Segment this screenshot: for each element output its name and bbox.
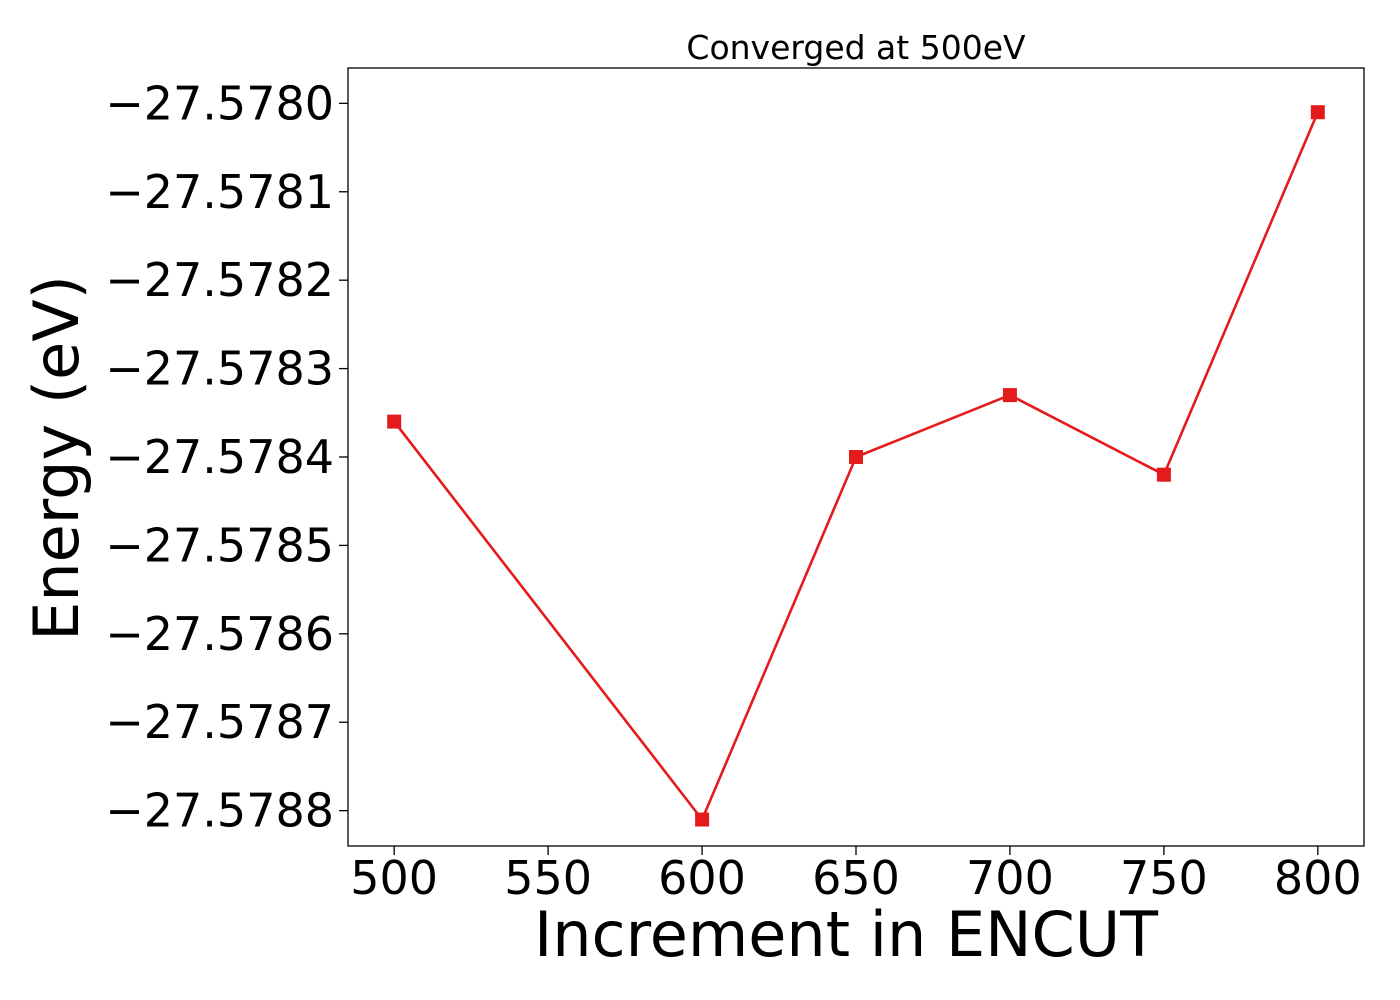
y-tick-label: −27.5788	[105, 784, 334, 838]
data-point-marker	[695, 812, 710, 827]
x-tick-label: 750	[1120, 851, 1208, 905]
y-tick-label: −27.5781	[105, 165, 334, 219]
y-tick-label: −27.5782	[105, 253, 334, 307]
x-tick-label: 650	[812, 851, 900, 905]
y-tick-label: −27.5783	[105, 342, 334, 396]
x-tick-label: 500	[350, 851, 438, 905]
y-tick-label: −27.5784	[105, 430, 334, 484]
y-tick-label: −27.5786	[105, 607, 334, 661]
x-tick-label: 600	[658, 851, 746, 905]
chart-title: Converged at 500eV	[686, 28, 1026, 67]
y-axis: −27.5780 −27.5781 −27.5782 −27.5783 −27.5784…	[105, 76, 348, 838]
data-point-marker	[1002, 388, 1017, 403]
data-point-marker	[387, 414, 402, 429]
data-point-marker	[849, 450, 863, 464]
x-axis-title: Increment in ENCUT	[534, 898, 1159, 971]
data-point-marker	[1310, 105, 1325, 120]
y-tick-label: −27.5787	[105, 695, 334, 749]
x-tick-label: 800	[1274, 851, 1362, 905]
x-tick-label: 700	[966, 851, 1054, 905]
series-line	[393, 111, 1319, 821]
y-tick-label: −27.5785	[105, 518, 334, 572]
x-axis: 500 550 600 650 700 750 800	[350, 846, 1362, 905]
y-tick-label: −27.5780	[105, 76, 334, 130]
data-point-marker	[1156, 467, 1171, 482]
series-layer	[387, 105, 1325, 827]
y-axis-title: Energy (eV)	[20, 275, 93, 641]
x-tick-label: 550	[504, 851, 592, 905]
